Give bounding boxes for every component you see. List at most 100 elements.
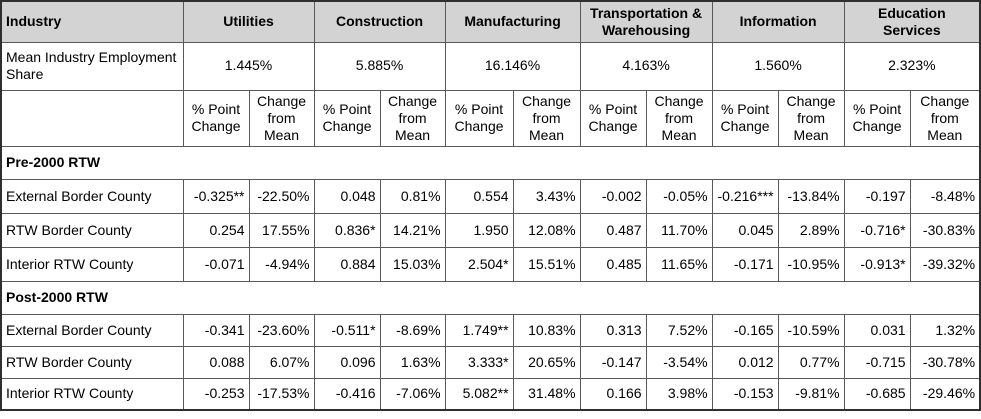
value-cell: -7.06% bbox=[379, 377, 446, 411]
value-cell: 0.088 bbox=[182, 345, 250, 379]
value-cell: -0.071 bbox=[182, 246, 250, 282]
mean-share-value-construction: 5.885% bbox=[313, 41, 446, 91]
value-cell: -0.416 bbox=[313, 377, 381, 411]
value-cell: 0.096 bbox=[313, 345, 381, 379]
value-cell: -0.685 bbox=[843, 377, 911, 411]
section-header-row-pre2000: Pre-2000 RTW bbox=[0, 145, 981, 180]
value-cell: 0.031 bbox=[843, 313, 911, 347]
value-cell: 12.08% bbox=[512, 212, 581, 248]
value-cell: -8.48% bbox=[909, 178, 981, 214]
table-row-post-external: External Border County -0.341 -23.60% -0… bbox=[0, 313, 981, 347]
mean-share-value-utilities: 1.445% bbox=[182, 41, 315, 91]
subheader-mean-cell: Change from Mean bbox=[379, 89, 446, 147]
value-cell: -3.54% bbox=[645, 345, 713, 379]
value-cell: -0.002 bbox=[579, 178, 647, 214]
row-label-cell: RTW Border County bbox=[0, 345, 184, 379]
value-cell: 1.749** bbox=[444, 313, 514, 347]
value-cell: 2.89% bbox=[777, 212, 845, 248]
value-cell: -4.94% bbox=[248, 246, 315, 282]
header-row: Industry Utilities Construction Manufact… bbox=[0, 0, 981, 43]
value-cell: 0.836* bbox=[313, 212, 381, 248]
value-cell: 0.77% bbox=[777, 345, 845, 379]
value-cell: -30.83% bbox=[909, 212, 981, 248]
industry-name-cell-utilities: Utilities bbox=[182, 0, 315, 43]
value-cell: 0.012 bbox=[711, 345, 779, 379]
section-header-cell: Pre-2000 RTW bbox=[0, 145, 981, 180]
value-cell: 3.43% bbox=[512, 178, 581, 214]
subheader-row: % Point Change Change from Mean % Point … bbox=[0, 89, 981, 147]
value-cell: 3.333* bbox=[444, 345, 514, 379]
mean-share-value-transportation: 4.163% bbox=[579, 41, 713, 91]
subheader-spacer-cell bbox=[0, 89, 184, 147]
subheader-mean-cell: Change from Mean bbox=[645, 89, 713, 147]
value-cell: 7.52% bbox=[645, 313, 713, 347]
value-cell: 0.487 bbox=[579, 212, 647, 248]
row-label-cell: External Border County bbox=[0, 313, 184, 347]
subheader-pct-cell: % Point Change bbox=[843, 89, 911, 147]
industry-name-cell-transportation: Transportation & Warehousing bbox=[579, 0, 713, 43]
row-label-cell: Interior RTW County bbox=[0, 246, 184, 282]
value-cell: -0.216*** bbox=[711, 178, 779, 214]
industry-name-cell-manufacturing: Manufacturing bbox=[444, 0, 581, 43]
subheader-mean-cell: Change from Mean bbox=[777, 89, 845, 147]
subheader-mean-cell: Change from Mean bbox=[248, 89, 315, 147]
value-cell: -39.32% bbox=[909, 246, 981, 282]
value-cell: 3.98% bbox=[645, 377, 713, 411]
industry-name-cell-construction: Construction bbox=[313, 0, 446, 43]
value-cell: -0.341 bbox=[182, 313, 250, 347]
mean-share-row: Mean Industry Employment Share 1.445% 5.… bbox=[0, 41, 981, 91]
value-cell: 10.83% bbox=[512, 313, 581, 347]
value-cell: 17.55% bbox=[248, 212, 315, 248]
value-cell: -0.511* bbox=[313, 313, 381, 347]
value-cell: 5.082** bbox=[444, 377, 514, 411]
section-header-cell: Post-2000 RTW bbox=[0, 280, 981, 315]
value-cell: -0.147 bbox=[579, 345, 647, 379]
table-row-post-rtw-border: RTW Border County 0.088 6.07% 0.096 1.63… bbox=[0, 345, 981, 379]
value-cell: -29.46% bbox=[909, 377, 981, 411]
value-cell: 0.048 bbox=[313, 178, 381, 214]
value-cell: 14.21% bbox=[379, 212, 446, 248]
value-cell: 2.504* bbox=[444, 246, 514, 282]
value-cell: 20.65% bbox=[512, 345, 581, 379]
table-row-pre-rtw-border: RTW Border County 0.254 17.55% 0.836* 14… bbox=[0, 212, 981, 248]
value-cell: -0.197 bbox=[843, 178, 911, 214]
value-cell: -0.165 bbox=[711, 313, 779, 347]
value-cell: -0.153 bbox=[711, 377, 779, 411]
value-cell: 31.48% bbox=[512, 377, 581, 411]
value-cell: 0.554 bbox=[444, 178, 514, 214]
value-cell: 1.63% bbox=[379, 345, 446, 379]
mean-share-value-information: 1.560% bbox=[711, 41, 845, 91]
value-cell: -22.50% bbox=[248, 178, 315, 214]
table-row-pre-interior: Interior RTW County -0.071 -4.94% 0.884 … bbox=[0, 246, 981, 282]
value-cell: -0.716* bbox=[843, 212, 911, 248]
value-cell: -0.171 bbox=[711, 246, 779, 282]
value-cell: 0.485 bbox=[579, 246, 647, 282]
value-cell: -30.78% bbox=[909, 345, 981, 379]
value-cell: -10.95% bbox=[777, 246, 845, 282]
subheader-pct-cell: % Point Change bbox=[182, 89, 250, 147]
value-cell: -0.253 bbox=[182, 377, 250, 411]
value-cell: 0.254 bbox=[182, 212, 250, 248]
value-cell: 0.045 bbox=[711, 212, 779, 248]
table-row-pre-external: External Border County -0.325** -22.50% … bbox=[0, 178, 981, 214]
industry-name-cell-information: Information bbox=[711, 0, 845, 43]
value-cell: 15.51% bbox=[512, 246, 581, 282]
subheader-pct-cell: % Point Change bbox=[711, 89, 779, 147]
subheader-mean-cell: Change from Mean bbox=[512, 89, 581, 147]
value-cell: 0.166 bbox=[579, 377, 647, 411]
table-row-post-interior: Interior RTW County -0.253 -17.53% -0.41… bbox=[0, 377, 981, 411]
subheader-pct-cell: % Point Change bbox=[579, 89, 647, 147]
value-cell: -0.715 bbox=[843, 345, 911, 379]
value-cell: 1.950 bbox=[444, 212, 514, 248]
value-cell: 15.03% bbox=[379, 246, 446, 282]
section-header-row-post2000: Post-2000 RTW bbox=[0, 280, 981, 315]
value-cell: -0.325** bbox=[182, 178, 250, 214]
value-cell: -10.59% bbox=[777, 313, 845, 347]
value-cell: 1.32% bbox=[909, 313, 981, 347]
industry-name-cell-education: Education Services bbox=[843, 0, 981, 43]
value-cell: 6.07% bbox=[248, 345, 315, 379]
value-cell: -8.69% bbox=[379, 313, 446, 347]
value-cell: -13.84% bbox=[777, 178, 845, 214]
